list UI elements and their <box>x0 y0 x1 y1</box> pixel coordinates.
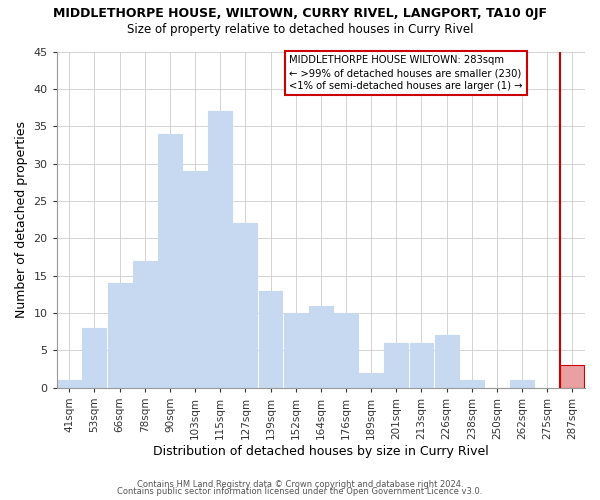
Bar <box>334 313 358 388</box>
Bar <box>510 380 534 388</box>
Bar <box>385 343 408 388</box>
Bar <box>107 283 131 388</box>
Text: MIDDLETHORPE HOUSE WILTOWN: 283sqm
← >99% of detached houses are smaller (230)
<: MIDDLETHORPE HOUSE WILTOWN: 283sqm ← >99… <box>289 55 523 92</box>
Text: Contains public sector information licensed under the Open Government Licence v3: Contains public sector information licen… <box>118 487 482 496</box>
Bar <box>208 112 232 388</box>
Bar <box>233 224 257 388</box>
Text: MIDDLETHORPE HOUSE, WILTOWN, CURRY RIVEL, LANGPORT, TA10 0JF: MIDDLETHORPE HOUSE, WILTOWN, CURRY RIVEL… <box>53 8 547 20</box>
Bar <box>158 134 182 388</box>
Bar <box>434 336 458 388</box>
Text: Contains HM Land Registry data © Crown copyright and database right 2024.: Contains HM Land Registry data © Crown c… <box>137 480 463 489</box>
Bar <box>410 343 433 388</box>
Bar <box>58 380 81 388</box>
Bar <box>560 366 584 388</box>
Bar <box>82 328 106 388</box>
Bar <box>284 313 308 388</box>
Bar <box>309 306 333 388</box>
Bar <box>460 380 484 388</box>
Text: Size of property relative to detached houses in Curry Rivel: Size of property relative to detached ho… <box>127 22 473 36</box>
Bar <box>133 260 157 388</box>
X-axis label: Distribution of detached houses by size in Curry Rivel: Distribution of detached houses by size … <box>153 444 489 458</box>
Y-axis label: Number of detached properties: Number of detached properties <box>15 121 28 318</box>
Bar <box>259 290 283 388</box>
Bar <box>183 171 207 388</box>
Bar <box>359 373 383 388</box>
